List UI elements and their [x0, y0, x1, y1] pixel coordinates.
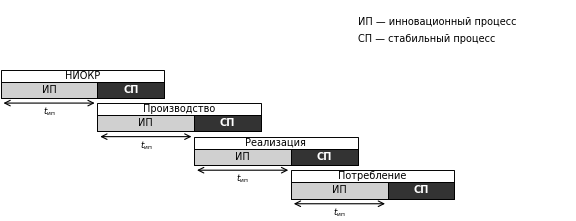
Bar	[1, 82, 97, 98]
Bar	[194, 149, 291, 165]
Bar	[291, 182, 388, 199]
Text: СП: СП	[414, 185, 429, 195]
Bar	[97, 82, 164, 98]
Text: ИП: ИП	[235, 152, 250, 162]
Text: Потребление: Потребление	[339, 171, 407, 181]
Bar	[291, 149, 358, 165]
Text: СП: СП	[123, 85, 138, 95]
Bar	[291, 170, 454, 199]
Bar	[194, 137, 358, 165]
Text: ИП: ИП	[332, 185, 347, 195]
Bar	[388, 182, 454, 199]
Bar	[1, 70, 164, 98]
Text: ИП — инновационный процесс: ИП — инновационный процесс	[358, 17, 516, 27]
Text: СП: СП	[220, 118, 235, 128]
Text: $t_{\rmип}$: $t_{\rmип}$	[43, 106, 55, 118]
Text: ИП: ИП	[138, 118, 153, 128]
Text: Реализация: Реализация	[245, 138, 306, 148]
Text: ИП: ИП	[41, 85, 56, 95]
Text: $t_{\rmип}$: $t_{\rmип}$	[139, 139, 152, 152]
Text: $t_{\rmип}$: $t_{\rmип}$	[236, 173, 249, 185]
Text: $t_{\rmип}$: $t_{\rmип}$	[333, 206, 346, 219]
Text: СП: СП	[317, 152, 332, 162]
Text: СП — стабильный процесс: СП — стабильный процесс	[358, 34, 495, 44]
Bar	[97, 103, 261, 131]
Text: НИОКР: НИОКР	[65, 70, 100, 80]
Bar	[97, 115, 194, 131]
Text: Производство: Производство	[143, 104, 215, 114]
Bar	[194, 115, 261, 131]
